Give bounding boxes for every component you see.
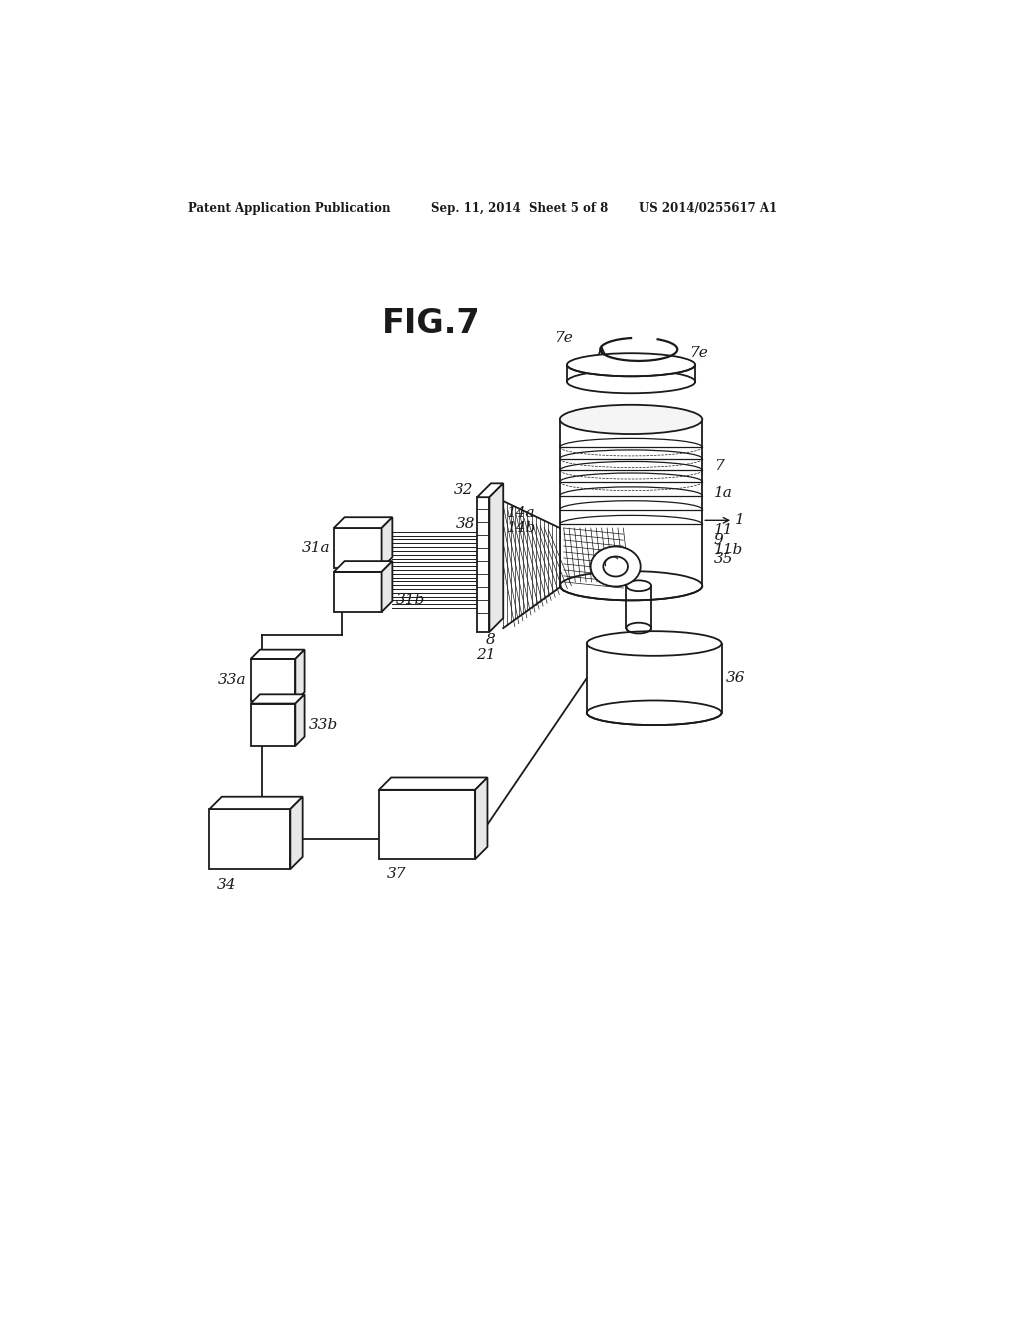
Bar xyxy=(334,528,382,568)
Text: 7e: 7e xyxy=(689,346,708,360)
Ellipse shape xyxy=(560,405,702,434)
Ellipse shape xyxy=(567,370,695,393)
Polygon shape xyxy=(295,694,304,746)
Ellipse shape xyxy=(591,546,641,586)
Text: 38: 38 xyxy=(456,517,475,531)
Text: 21: 21 xyxy=(476,648,496,663)
Polygon shape xyxy=(251,649,304,659)
Text: US 2014/0255617 A1: US 2014/0255617 A1 xyxy=(639,202,777,215)
Text: 1: 1 xyxy=(734,513,744,527)
Ellipse shape xyxy=(587,701,722,725)
Text: 36: 36 xyxy=(725,671,744,685)
Text: 14b: 14b xyxy=(507,521,537,535)
Text: 37: 37 xyxy=(387,867,407,882)
Text: 7: 7 xyxy=(714,459,724,474)
Text: 32: 32 xyxy=(454,483,473,496)
Text: 31a: 31a xyxy=(301,541,330,554)
Polygon shape xyxy=(379,777,487,789)
Bar xyxy=(251,659,295,701)
Bar xyxy=(379,789,475,859)
Text: 7e: 7e xyxy=(555,331,573,345)
Ellipse shape xyxy=(603,557,628,577)
Ellipse shape xyxy=(560,572,702,601)
Text: 34: 34 xyxy=(217,878,237,891)
Ellipse shape xyxy=(567,354,695,376)
Polygon shape xyxy=(382,561,392,612)
Text: 35: 35 xyxy=(714,552,733,566)
Text: Sep. 11, 2014  Sheet 5 of 8: Sep. 11, 2014 Sheet 5 of 8 xyxy=(431,202,608,215)
Text: 11: 11 xyxy=(714,523,733,537)
Bar xyxy=(477,498,489,632)
Polygon shape xyxy=(477,483,503,498)
Text: 33b: 33b xyxy=(308,718,338,731)
Bar xyxy=(587,644,722,713)
Text: 11b: 11b xyxy=(714,543,743,557)
Polygon shape xyxy=(210,797,303,809)
Bar xyxy=(334,572,382,612)
Polygon shape xyxy=(295,649,304,701)
Bar xyxy=(210,809,291,869)
Text: 8: 8 xyxy=(485,632,496,647)
Ellipse shape xyxy=(627,581,651,591)
Polygon shape xyxy=(382,517,392,568)
Polygon shape xyxy=(334,561,392,572)
Ellipse shape xyxy=(587,631,722,656)
Text: 9: 9 xyxy=(714,532,724,546)
Text: Patent Application Publication: Patent Application Publication xyxy=(188,202,391,215)
Bar xyxy=(251,704,295,746)
Text: 31b: 31b xyxy=(396,593,425,607)
Polygon shape xyxy=(334,517,392,528)
Text: 14a: 14a xyxy=(507,506,536,520)
Polygon shape xyxy=(489,483,503,632)
Polygon shape xyxy=(291,797,303,869)
Polygon shape xyxy=(251,694,304,704)
Ellipse shape xyxy=(627,623,651,634)
Text: 33a: 33a xyxy=(218,673,247,688)
Text: FIG.7: FIG.7 xyxy=(382,308,480,341)
Text: 1a: 1a xyxy=(714,486,733,500)
Polygon shape xyxy=(475,777,487,859)
